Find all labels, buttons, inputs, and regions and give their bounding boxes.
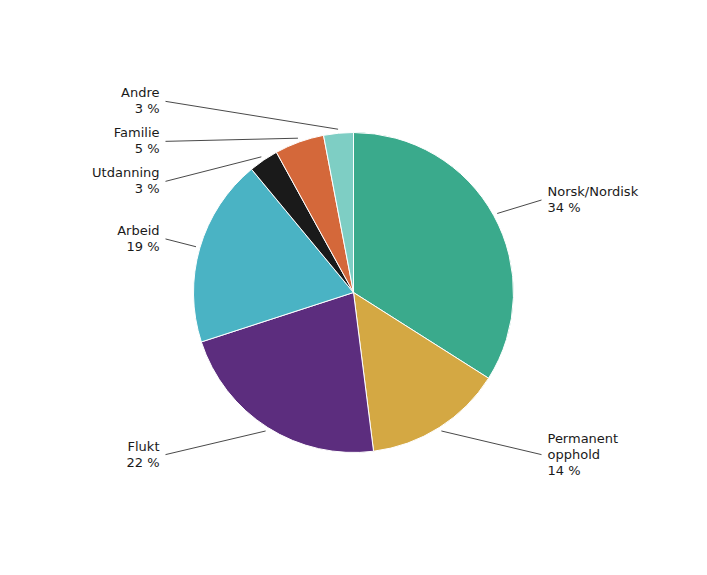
- slice-label-line: opphold: [548, 447, 601, 462]
- value-label: 3 %: [135, 181, 160, 196]
- leader-line: [441, 431, 541, 455]
- slice-label: Andre: [121, 85, 159, 100]
- slice-label-line: Flukt: [128, 439, 160, 454]
- leader-line: [166, 138, 298, 141]
- slice-label-line: Utdanning: [92, 165, 159, 180]
- slice-label: Utdanning: [92, 165, 159, 180]
- value-label: 19 %: [126, 239, 159, 254]
- chart: Norsk/Nordisk34 % Permanentopphold14 % Flu…: [0, 0, 707, 575]
- slice: [354, 293, 489, 452]
- value-label: 14 %: [548, 463, 581, 478]
- labels: Norsk/Nordisk34 % Permanentopphold14 % Flu…: [92, 85, 639, 477]
- slice-label-line: Arbeid: [117, 223, 159, 238]
- leader-line: [166, 157, 262, 181]
- slice-label-line: Norsk/Nordisk: [548, 184, 639, 199]
- slice-label: Norsk/Nordisk: [548, 184, 639, 199]
- leader-line: [497, 200, 541, 213]
- slice-label-line: Familie: [114, 125, 160, 140]
- value-label: 3 %: [135, 101, 160, 116]
- leader-line: [166, 239, 197, 247]
- leader-line: [166, 431, 266, 455]
- slice-label: Flukt: [128, 439, 160, 454]
- slice-label: Arbeid: [117, 223, 159, 238]
- slice: [324, 133, 354, 293]
- slice-label: Familie: [114, 125, 160, 140]
- slices: [194, 133, 514, 453]
- slice-label-line: Andre: [121, 85, 159, 100]
- value-label: 22 %: [126, 455, 159, 470]
- slice-label: Permanentopphold: [548, 431, 619, 462]
- value-label: 34 %: [548, 200, 581, 215]
- slice-label-line: Permanent: [548, 431, 619, 446]
- leader-line: [166, 101, 339, 129]
- value-label: 5 %: [135, 141, 160, 156]
